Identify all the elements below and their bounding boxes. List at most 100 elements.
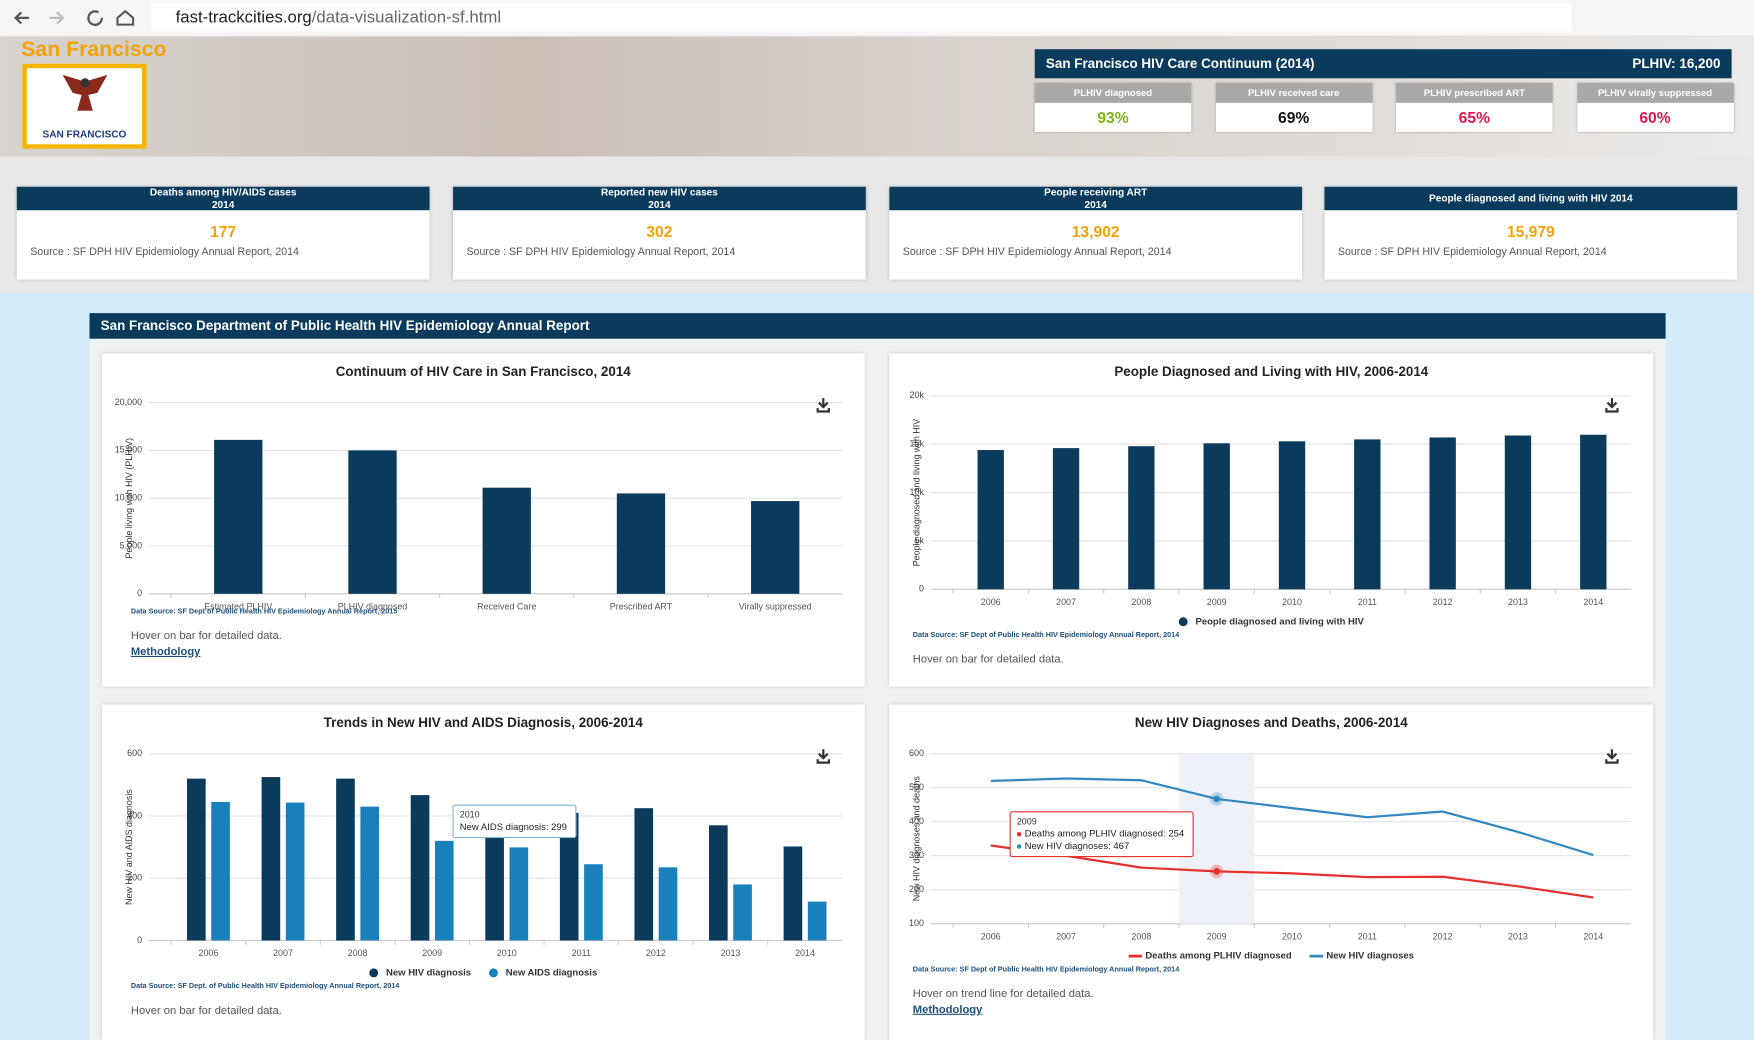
x-tick-label: 2006 xyxy=(981,597,1001,607)
stat-title: People diagnosed and living with HIV 201… xyxy=(1429,192,1633,204)
bar xyxy=(1278,441,1306,590)
x-tick-label: 2011 xyxy=(572,948,591,958)
bar xyxy=(211,801,230,941)
section-title: San Francisco Department of Public Healt… xyxy=(89,313,1666,339)
y-axis-label: New HIV and AIDS diagnosis xyxy=(124,789,134,905)
bar xyxy=(485,805,504,941)
stat-year: 2014 xyxy=(648,198,671,210)
url-host: fast-trackcities.org xyxy=(175,7,312,27)
bar xyxy=(360,806,380,941)
y-tick-label: 5,000 xyxy=(120,540,142,550)
bar xyxy=(559,812,579,941)
y-tick-label: 10k xyxy=(910,487,925,497)
logo-text: SAN FRANCISCO xyxy=(42,128,127,140)
continuum-label: PLHIV diagnosed xyxy=(1034,82,1192,103)
bar xyxy=(1429,437,1456,590)
continuum-label: PLHIV virally suppressed xyxy=(1576,82,1734,103)
stat-header: Reported new HIV cases 2014 xyxy=(453,186,866,211)
bar xyxy=(733,884,752,941)
bar xyxy=(214,439,263,594)
continuum-item: PLHIV prescribed ART 65% xyxy=(1396,82,1553,132)
legend: Deaths among PLHIV diagnosed New HIV diag… xyxy=(1128,951,1414,962)
download-icon[interactable] xyxy=(816,398,831,413)
y-tick-label: 20k xyxy=(910,390,925,400)
bar xyxy=(482,487,531,594)
x-tick-label: 2012 xyxy=(1433,597,1453,607)
x-tick-label: 2009 xyxy=(1207,597,1227,607)
data-source: Data Source: SF Dept. of Public Health H… xyxy=(131,981,399,990)
bar xyxy=(509,847,529,941)
x-tick-label: 2013 xyxy=(721,948,741,958)
bar xyxy=(658,867,678,941)
bar xyxy=(1504,435,1532,590)
x-tick-label: 2010 xyxy=(1282,931,1302,941)
stat-header: People diagnosed and living with HIV 201… xyxy=(1324,186,1738,211)
bar xyxy=(186,778,206,941)
stat-value: 13,902 xyxy=(1071,222,1120,241)
x-tick-label: Virally suppressed xyxy=(739,602,812,612)
continuum-value: 69% xyxy=(1278,108,1310,127)
methodology-link[interactable]: Methodology xyxy=(131,646,201,658)
bar xyxy=(616,493,666,594)
data-source: Data Source: SF Dept of Public Health HI… xyxy=(913,964,1179,973)
continuum-item: PLHIV received care 69% xyxy=(1215,82,1372,132)
bar xyxy=(285,802,305,941)
url-path: /data-visualization-sf.html xyxy=(311,7,502,27)
x-tick-label: 2007 xyxy=(1056,931,1076,941)
legend-label: New HIV diagnosis xyxy=(386,967,471,978)
y-tick-label: 0 xyxy=(919,584,924,594)
bar xyxy=(783,846,803,941)
x-tick-label: 2014 xyxy=(1583,931,1603,941)
continuum-item: PLHIV diagnosed 93% xyxy=(1034,82,1192,132)
y-tick-label: 0 xyxy=(137,588,142,598)
stat-header: People receiving ART 2014 xyxy=(889,186,1303,211)
tooltip-dot xyxy=(1016,844,1022,849)
nav-buttons[interactable] xyxy=(9,6,143,31)
download-icon[interactable] xyxy=(816,749,831,764)
tooltip-line: New HIV diagnoses: 467 xyxy=(1025,841,1130,852)
x-tick-label: Received Care xyxy=(477,602,536,612)
tooltip-dot xyxy=(1016,832,1022,837)
line xyxy=(990,844,1594,899)
y-axis-label: People diagnosed and living with HIV xyxy=(912,419,922,567)
download-icon[interactable] xyxy=(1605,398,1619,413)
x-tick-label: 2010 xyxy=(1282,597,1302,607)
legend: People diagnosed and living with HIV xyxy=(1178,616,1365,627)
chart-panel: Continuum of HIV Care in San Francisco, … xyxy=(101,353,865,687)
x-tick-label: 2012 xyxy=(1433,931,1453,941)
stat-value: 302 xyxy=(646,222,673,241)
chart-panel: People Diagnosed and Living with HIV, 20… xyxy=(889,353,1654,687)
methodology-link[interactable]: Methodology xyxy=(913,1004,983,1016)
x-tick-label: 2008 xyxy=(348,948,368,958)
stat-title: Deaths among HIV/AIDS cases xyxy=(149,186,297,198)
y-tick-label: 200 xyxy=(127,873,142,883)
y-tick-label: 500 xyxy=(909,782,924,792)
x-tick-label: 2012 xyxy=(646,948,666,958)
x-tick-label: 2009 xyxy=(422,948,442,958)
hover-point xyxy=(1213,867,1221,875)
stat-value: 15,979 xyxy=(1506,222,1555,241)
address-bar[interactable]: fast-trackcities.org/data-visualization-… xyxy=(151,3,1572,32)
x-tick-label: 2008 xyxy=(1131,931,1151,941)
stat-title: Reported new HIV cases xyxy=(600,186,718,198)
stat-value: 177 xyxy=(210,222,237,241)
y-tick-label: 15,000 xyxy=(115,445,142,455)
x-tick-label: 2008 xyxy=(1131,597,1151,607)
download-icon[interactable] xyxy=(1605,749,1619,764)
tooltip-line: Deaths among PLHIV diagnosed: 254 xyxy=(1025,829,1185,840)
tooltip-title: 2009 xyxy=(1017,816,1037,826)
continuum-label: PLHIV prescribed ART xyxy=(1396,82,1553,103)
bar xyxy=(584,864,603,941)
x-tick-label: 2009 xyxy=(1207,931,1227,941)
chart-panel: New HIV Diagnoses and Deaths, 2006-2014 N… xyxy=(889,704,1654,1040)
stat-card: Deaths among HIV/AIDS cases 2014 177 Source… xyxy=(16,186,430,280)
city-name: San Francisco xyxy=(21,38,167,62)
chart-title: Trends in New HIV and AIDS Diagnosis, 20… xyxy=(324,715,644,730)
stat-card: People receiving ART 2014 13,902 Source : S… xyxy=(889,186,1303,280)
x-tick-label: Estimated PLHIV xyxy=(204,602,272,612)
y-tick-label: 15k xyxy=(910,439,925,449)
legend: New HIV diagnosis New AIDS diagnosis xyxy=(369,967,597,978)
hover-note: Hover on bar for detailed data. xyxy=(913,654,1064,666)
stat-title: People receiving ART xyxy=(1044,186,1148,198)
